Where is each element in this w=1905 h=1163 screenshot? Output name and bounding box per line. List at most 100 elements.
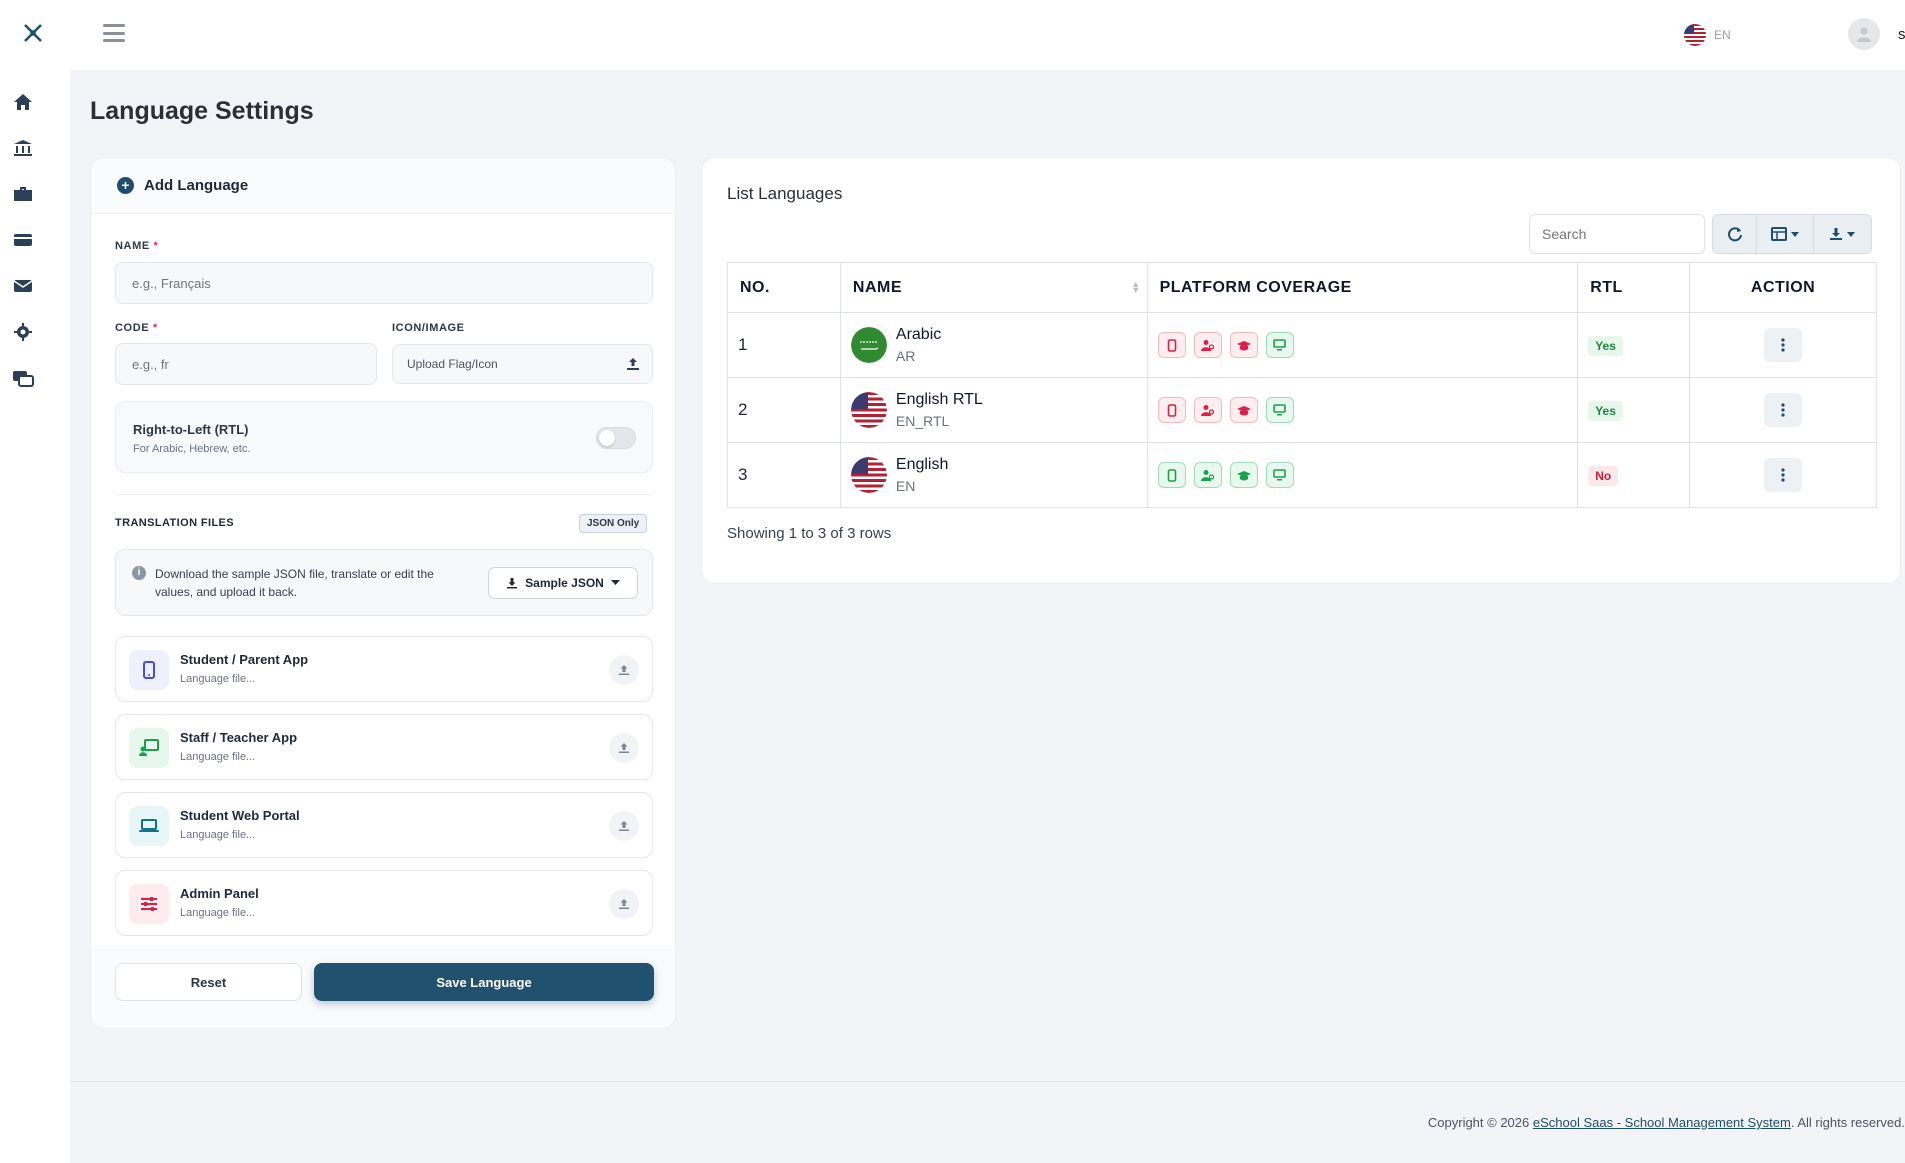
chalkboard-teacher-icon	[129, 728, 169, 768]
translation-file-row[interactable]: Student / Parent App Language file...	[115, 636, 653, 702]
file-status: Language file...	[180, 751, 256, 763]
gear-icon[interactable]	[11, 320, 35, 344]
plus-circle-icon: +	[117, 177, 134, 194]
language-code: EN	[1714, 28, 1731, 42]
upload-icon[interactable]	[609, 655, 639, 685]
rtl-subtitle: For Arabic, Hebrew, etc.	[133, 443, 251, 455]
add-language-card: + Add Language NAME * CODE * ICON/IMAGE …	[90, 157, 676, 1029]
mobile-phone-icon	[129, 650, 169, 690]
file-status: Language file...	[180, 907, 256, 919]
home-icon[interactable]	[11, 90, 35, 114]
row-actions-button[interactable]	[1764, 393, 1803, 427]
name-label-text: NAME	[115, 240, 150, 252]
institution-icon[interactable]	[11, 136, 35, 160]
rtl-badge: Yes	[1588, 400, 1623, 421]
name-input[interactable]	[115, 262, 653, 304]
save-language-button[interactable]: Save Language	[314, 963, 654, 1001]
language-cell: English RTL EN_RTL	[839, 377, 1148, 443]
language-code: EN_RTL	[895, 413, 950, 429]
col-rtl[interactable]: RTL	[1577, 262, 1691, 313]
row-actions-button[interactable]	[1764, 458, 1803, 492]
translation-file-row[interactable]: Student Web Portal Language file...	[115, 792, 653, 858]
col-no[interactable]: NO.	[727, 262, 841, 313]
rtl-badge: Yes	[1588, 335, 1623, 356]
download-icon	[507, 578, 518, 589]
us-flag-icon	[850, 457, 887, 493]
row-actions-button[interactable]	[1764, 328, 1803, 362]
action-cell	[1689, 377, 1877, 443]
columns-button[interactable]	[1757, 215, 1814, 253]
file-target-name: Staff / Teacher App	[180, 730, 298, 745]
sample-info-box: i Download the sample JSON file, transla…	[115, 549, 653, 616]
user-menu[interactable]: super	[1848, 18, 1905, 50]
admin-coverage-icon	[1265, 462, 1294, 488]
language-switcher[interactable]: EN	[1684, 24, 1731, 46]
translation-file-row[interactable]: Staff / Teacher App Language file...	[115, 714, 653, 780]
platform-coverage-cell	[1146, 312, 1579, 378]
page-title: Language Settings	[90, 97, 314, 125]
envelope-icon[interactable]	[11, 274, 35, 298]
language-name: English	[895, 456, 949, 473]
caret-down-icon	[1791, 231, 1800, 237]
upload-icon	[627, 358, 639, 370]
kebab-menu-icon	[1781, 338, 1785, 352]
required-mark: *	[152, 322, 158, 334]
upload-icon[interactable]	[609, 733, 639, 763]
code-input[interactable]	[115, 343, 377, 385]
translation-file-row[interactable]: Admin Panel Language file...	[115, 870, 653, 936]
copyright-text: Copyright © 2026 eSchool Saas - School M…	[1428, 1115, 1905, 1130]
sort-icon: ▲ ▼	[1131, 279, 1141, 295]
saudi-flag-icon	[850, 327, 887, 363]
col-action[interactable]: ACTION	[1689, 262, 1877, 313]
staff-coverage-icon	[1193, 462, 1222, 488]
col-platform-coverage[interactable]: PLATFORM COVERAGE	[1146, 262, 1579, 313]
sliders-icon	[129, 884, 169, 924]
credit-card-icon[interactable]	[11, 228, 35, 252]
action-cell	[1689, 312, 1877, 378]
rtl-cell: No	[1577, 442, 1691, 508]
rtl-toggle[interactable]	[596, 427, 636, 449]
language-cell: English EN	[839, 442, 1148, 508]
icon-upload-field[interactable]: Upload Flag/Icon	[392, 344, 653, 384]
col-name-label: NAME	[852, 278, 902, 296]
us-flag-icon	[850, 392, 887, 428]
admin-coverage-icon	[1265, 397, 1294, 423]
mobile-coverage-icon	[1157, 462, 1186, 488]
language-name: English RTL	[895, 391, 983, 408]
table-columns-icon	[1771, 227, 1788, 241]
platform-coverage-cell	[1146, 442, 1579, 508]
file-target-name: Student Web Portal	[180, 808, 300, 823]
export-button[interactable]	[1814, 215, 1871, 253]
upload-icon[interactable]	[609, 889, 639, 919]
upload-icon[interactable]	[609, 811, 639, 841]
code-label-text: CODE	[115, 322, 150, 334]
app-logo-icon[interactable]	[22, 22, 48, 48]
divider	[115, 494, 653, 495]
caret-down-icon	[1847, 231, 1856, 237]
row-number: 2	[727, 377, 841, 443]
download-icon	[1830, 228, 1843, 240]
sample-json-button[interactable]: Sample JSON	[488, 567, 638, 599]
laptop-icon	[129, 806, 169, 846]
search-input[interactable]	[1529, 214, 1705, 254]
subscription-icon[interactable]	[11, 366, 35, 390]
menu-toggle-icon[interactable]	[103, 24, 125, 42]
icon-label: ICON/IMAGE	[392, 322, 465, 334]
platform-coverage-cell	[1146, 377, 1579, 443]
file-status: Language file...	[180, 673, 256, 685]
toggle-knob	[599, 430, 615, 446]
list-languages-card: List Languages NO. NAME ▲▼ PLATFORM COVE…	[701, 157, 1901, 584]
rtl-badge: No	[1588, 465, 1619, 486]
reset-button[interactable]: Reset	[115, 963, 302, 1001]
admin-coverage-icon	[1265, 332, 1294, 358]
col-name[interactable]: NAME ▲ ▼	[839, 262, 1148, 313]
refresh-icon	[1727, 227, 1742, 242]
pagination-info: Showing 1 to 3 of 3 rows	[727, 525, 892, 542]
table-header-row: NO. NAME ▲ ▼ PLATFORM COVERAGE RTL ACTION	[727, 262, 1877, 313]
form-title: Add Language	[144, 177, 249, 194]
briefcase-icon[interactable]	[11, 182, 35, 206]
refresh-button[interactable]	[1713, 215, 1758, 253]
footer-link[interactable]: eSchool Saas - School Management System	[1532, 1115, 1791, 1130]
table-row: 2 English RTL EN_RTL Yes	[727, 377, 1877, 443]
action-cell	[1689, 442, 1877, 508]
